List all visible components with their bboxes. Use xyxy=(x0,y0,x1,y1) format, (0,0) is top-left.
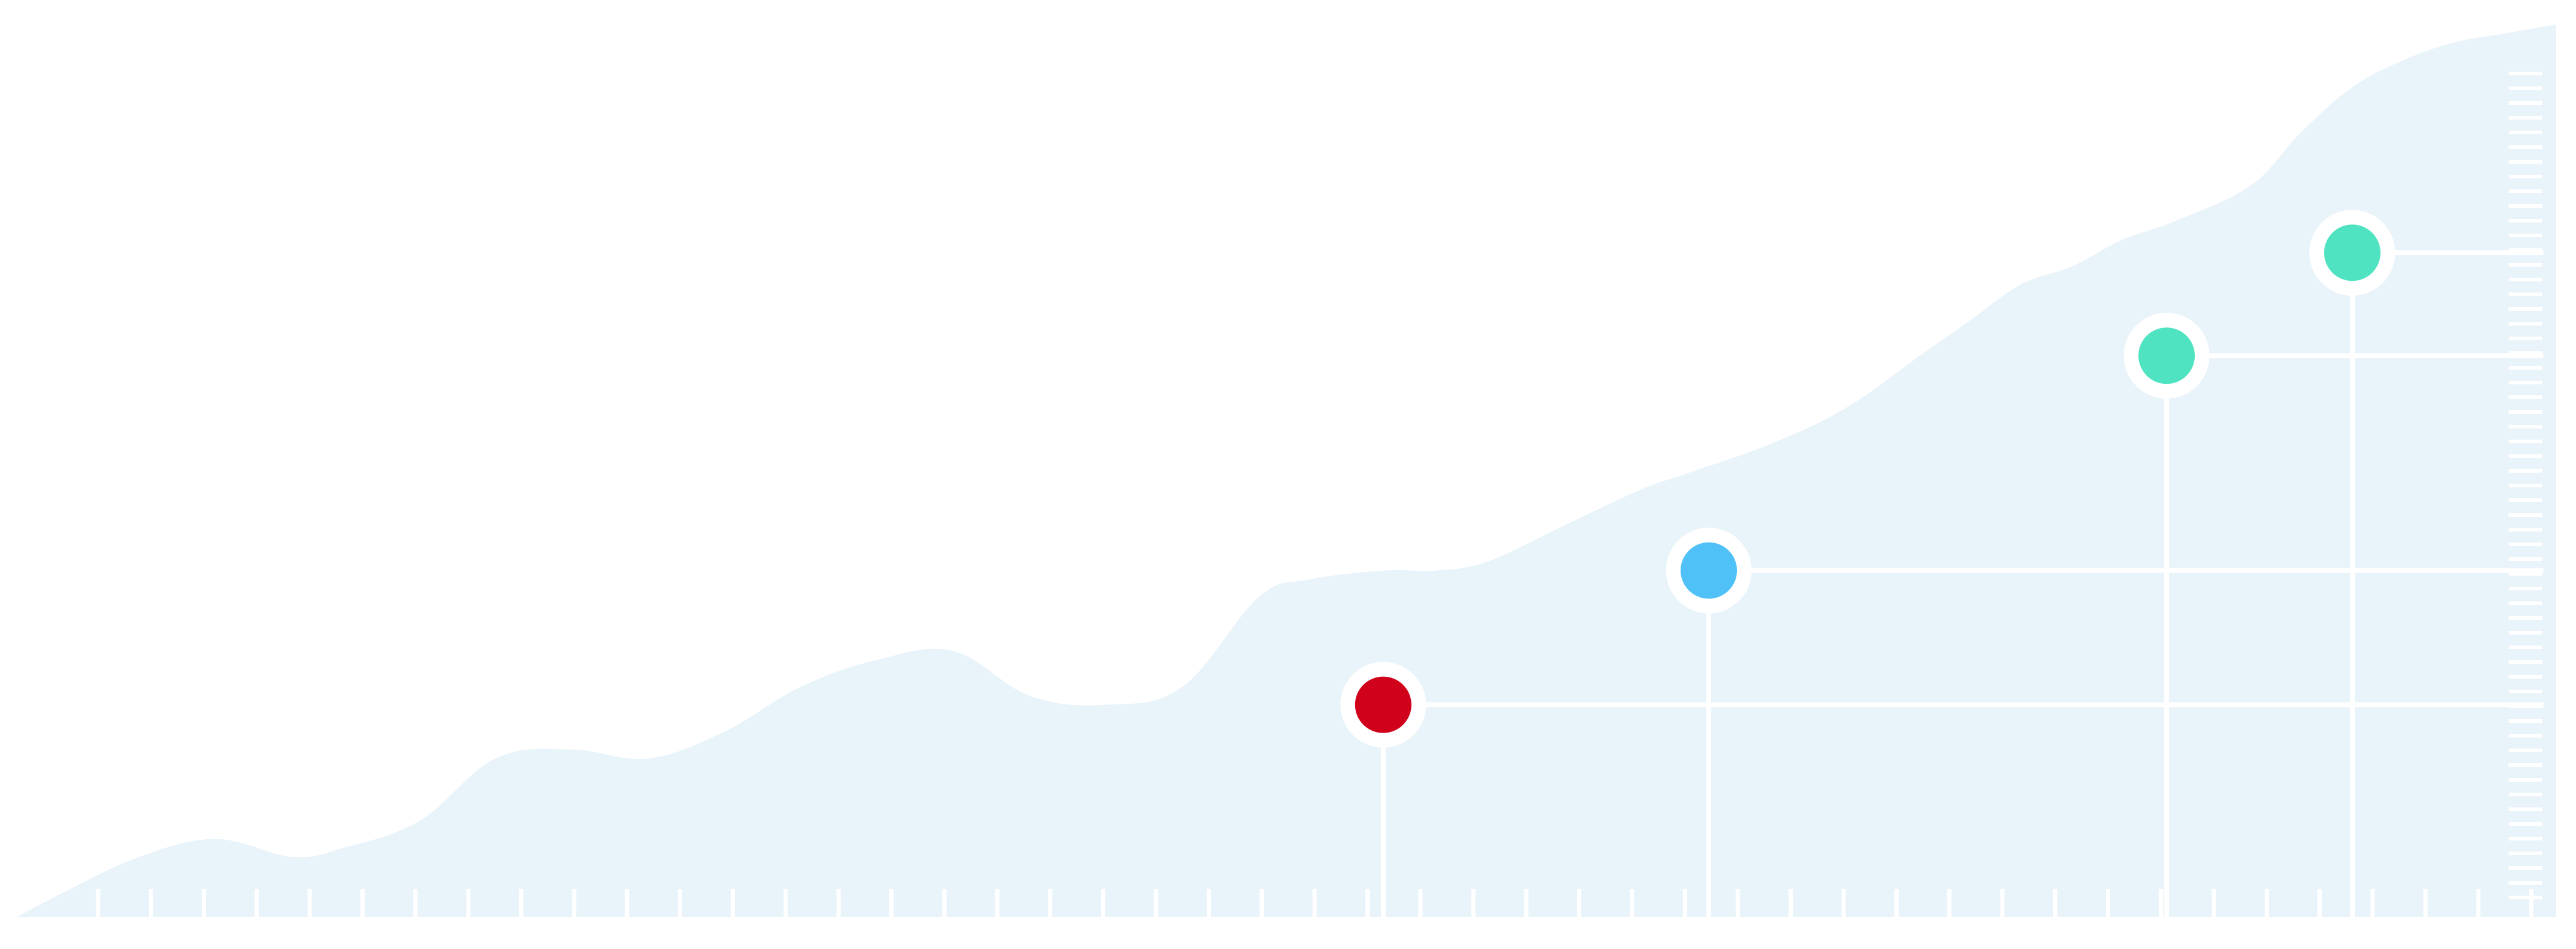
data-point-marker xyxy=(1354,676,1411,733)
data-point-marker xyxy=(2138,327,2195,384)
area-series xyxy=(12,25,2556,920)
data-point-marker xyxy=(2324,224,2380,281)
data-point-marker xyxy=(1681,542,1738,599)
